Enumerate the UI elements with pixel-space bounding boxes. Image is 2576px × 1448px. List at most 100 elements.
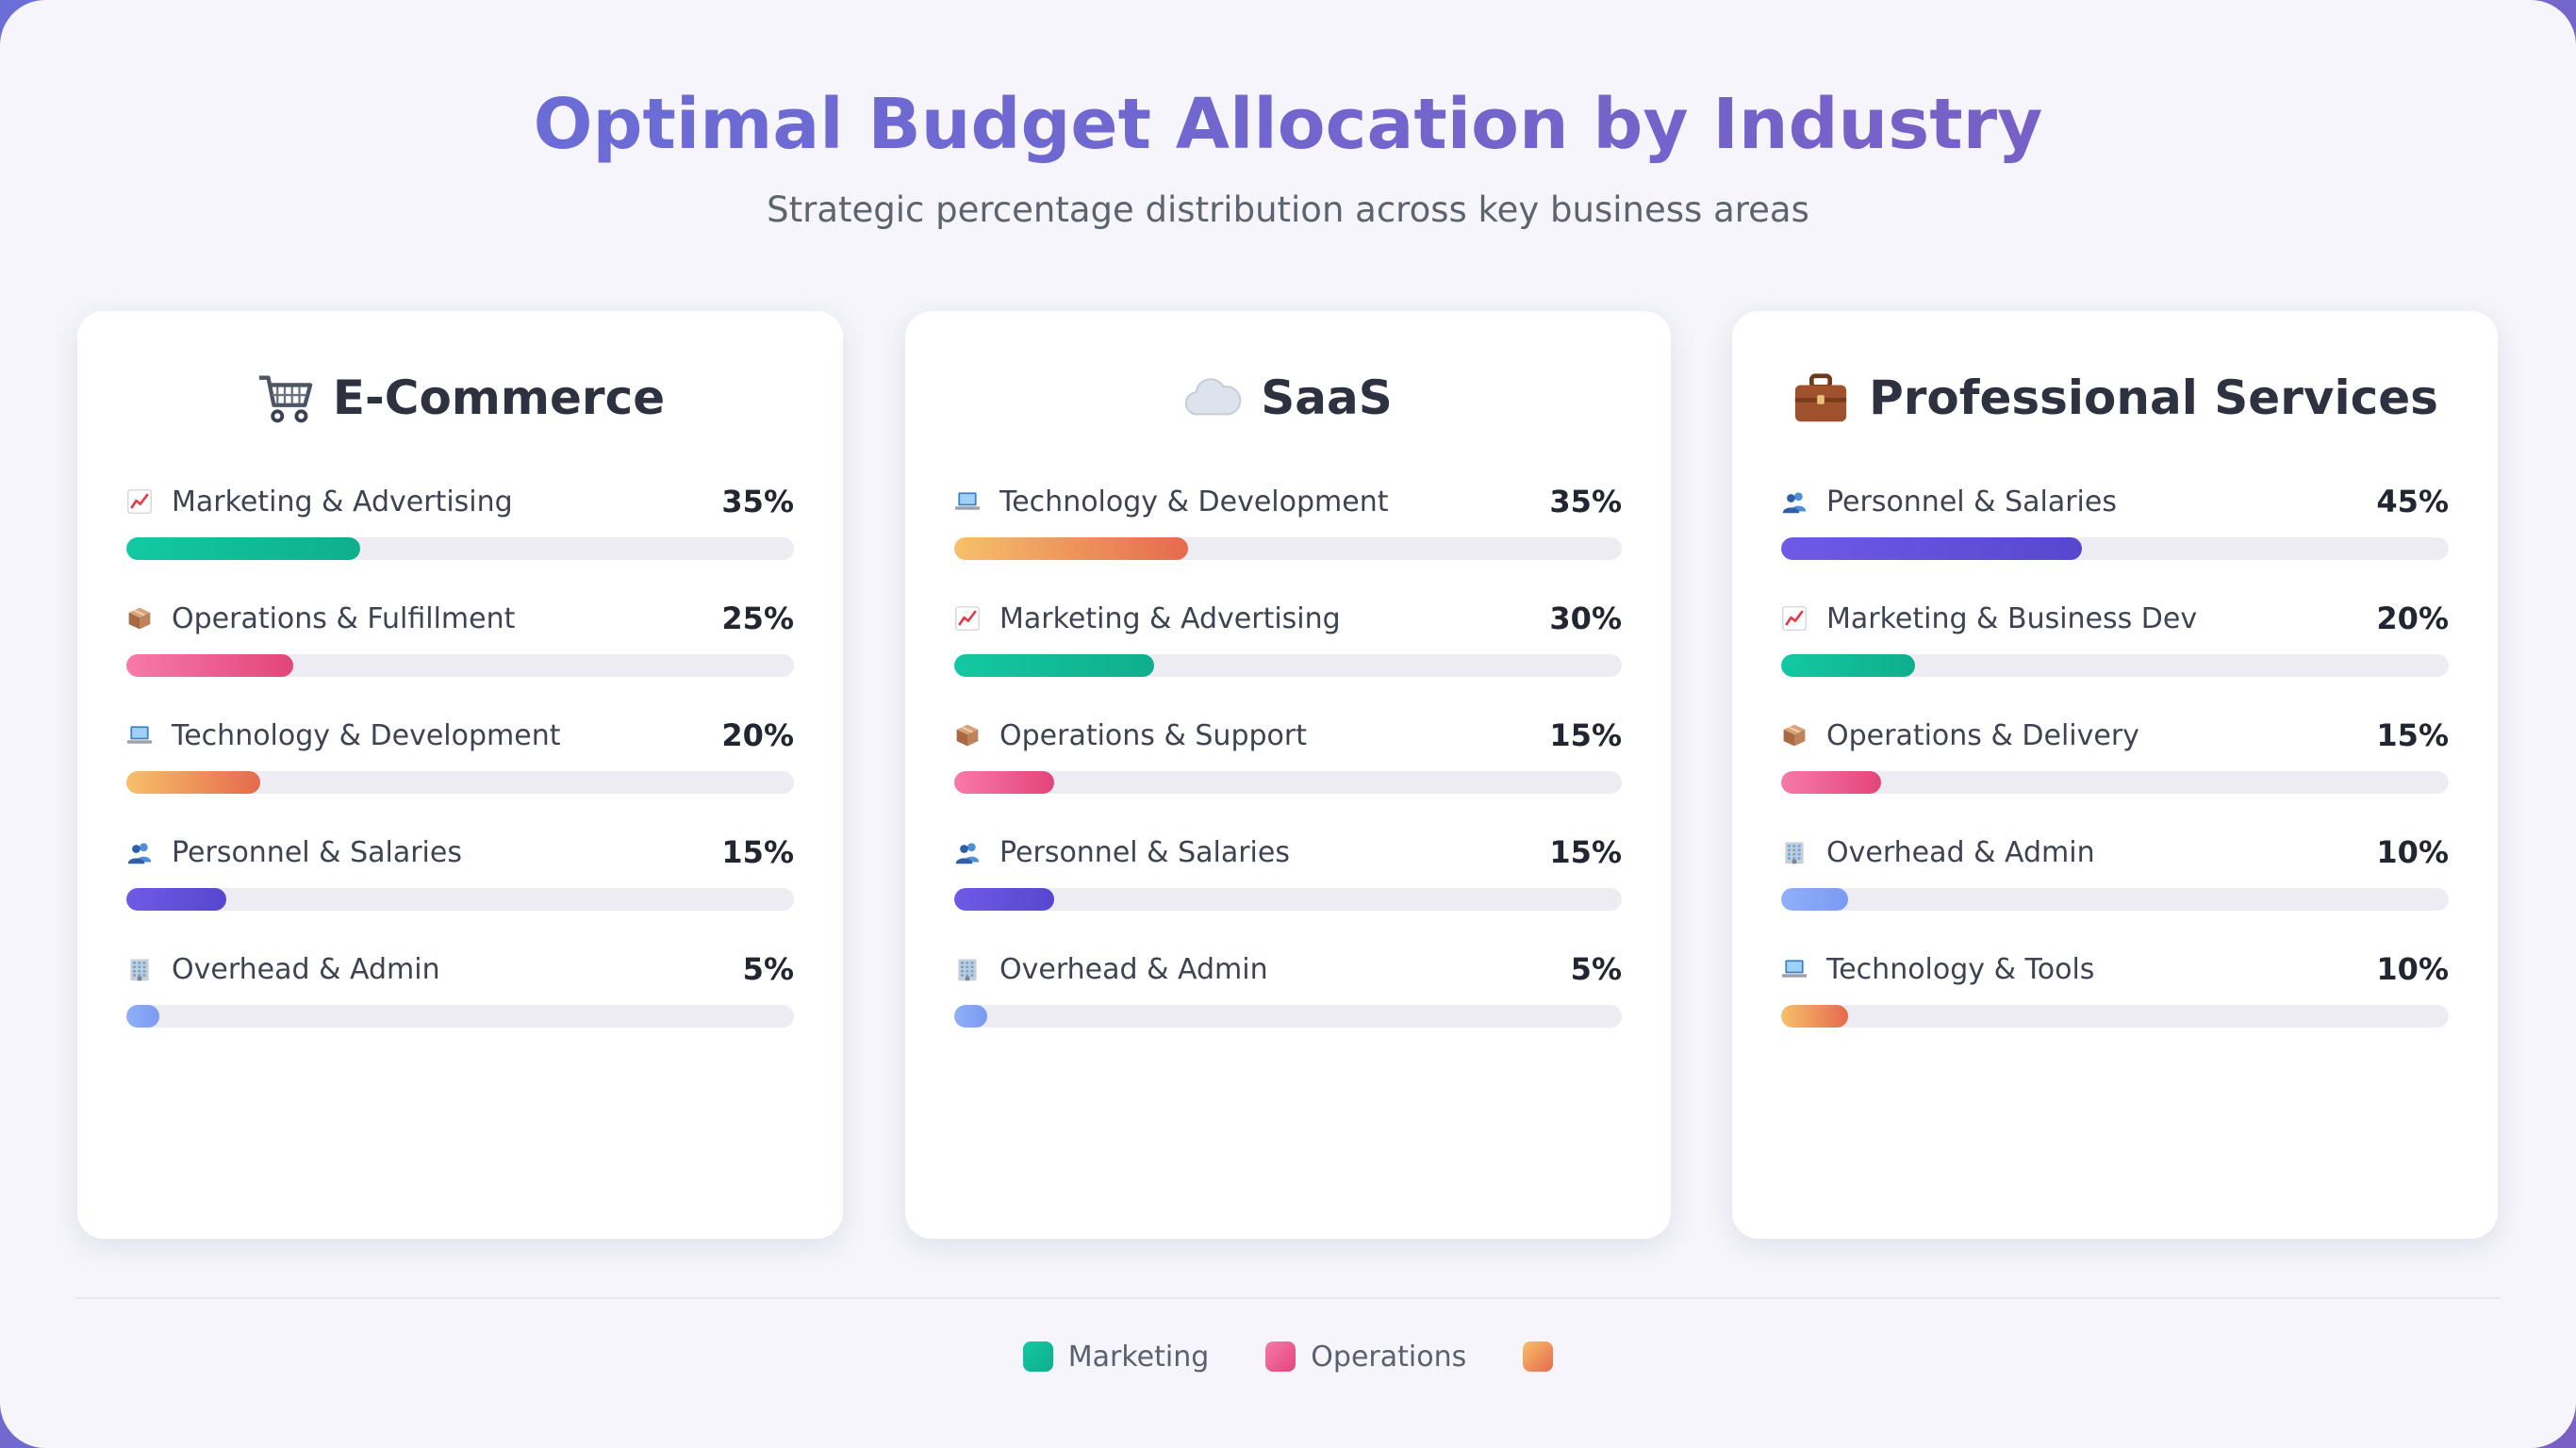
laptop-icon (1781, 956, 1808, 982)
allocation-row: Technology & Development 20% (126, 705, 794, 809)
bar-personnel (1781, 537, 2082, 560)
category-label: Personnel & Salaries (999, 835, 1290, 869)
bar-technology (1781, 1005, 1848, 1028)
allocation-row: Marketing & Advertising 35% (126, 471, 794, 575)
row-header: Marketing & Advertising 30% (954, 588, 1622, 649)
package-icon (126, 605, 153, 632)
bar-marketing (954, 654, 1155, 677)
allocation-row: Personnel & Salaries 15% (126, 822, 794, 926)
allocation-row: Personnel & Salaries 15% (954, 822, 1622, 926)
people-icon (954, 839, 981, 865)
allocation-row: Overhead & Admin 5% (126, 939, 794, 1043)
bar-track (126, 654, 794, 677)
industry-card-professional-services: Professional Services Personnel & Salarie… (1732, 311, 2498, 1239)
legend-swatch (1265, 1341, 1296, 1372)
bar-marketing (1781, 654, 1915, 677)
cloud-icon (1183, 369, 1242, 427)
category-label: Operations & Support (999, 718, 1307, 752)
category-label: Technology & Development (999, 485, 1389, 518)
bar-overhead (1781, 888, 1848, 911)
bar-track (954, 1005, 1622, 1028)
row-header: Technology & Development 20% (126, 705, 794, 765)
divider (75, 1297, 2501, 1299)
package-icon (954, 722, 981, 749)
percentage-label: 20% (721, 717, 794, 753)
row-header: Technology & Development 35% (954, 471, 1622, 532)
row-header: Marketing & Business Dev 20% (1781, 588, 2449, 649)
percentage-label: 35% (1549, 484, 1622, 519)
category-label: Personnel & Salaries (172, 835, 462, 869)
bar-track (126, 537, 794, 560)
office-building-icon (126, 956, 153, 982)
allocation-row: Operations & Fulfillment 25% (126, 588, 794, 692)
bar-personnel (126, 888, 227, 911)
legend-label: Marketing (1067, 1340, 1210, 1374)
row-header: Personnel & Salaries 15% (954, 822, 1622, 882)
allocation-row: Technology & Tools 10% (1781, 939, 2449, 1043)
row-header: Overhead & Admin 10% (1781, 822, 2449, 882)
percentage-label: 15% (1549, 834, 1622, 870)
category-label: Overhead & Admin (999, 952, 1268, 986)
card-header: Professional Services (1732, 360, 2498, 436)
chart-increasing-icon (1781, 605, 1808, 632)
allocation-row: Technology & Development 35% (954, 471, 1622, 575)
row-header: Personnel & Salaries 15% (126, 822, 794, 882)
allocation-row: Operations & Support 15% (954, 705, 1622, 809)
category-label: Overhead & Admin (172, 952, 440, 986)
percentage-label: 30% (1549, 601, 1622, 636)
page-subtitle: Strategic percentage distribution across… (767, 189, 1809, 230)
bar-track (1781, 888, 2449, 911)
category-label: Personnel & Salaries (1826, 485, 2117, 518)
bar-overhead (126, 1005, 160, 1028)
category-label: Technology & Tools (1826, 952, 2095, 986)
row-header: Operations & Fulfillment 25% (126, 588, 794, 649)
percentage-label: 10% (2376, 951, 2449, 987)
category-label: Operations & Delivery (1826, 718, 2139, 752)
bar-track (1781, 771, 2449, 794)
legend-item-operations: Operations (1265, 1341, 1466, 1374)
package-icon (1781, 722, 1808, 749)
bar-track (1781, 1005, 2449, 1028)
percentage-label: 25% (721, 601, 794, 636)
bar-track (126, 771, 794, 794)
legend-item-marketing: Marketing (1022, 1340, 1210, 1374)
category-label: Operations & Fulfillment (172, 601, 516, 635)
category-label: Overhead & Admin (1826, 835, 2095, 869)
bar-track (954, 654, 1622, 677)
card-title: SaaS (1261, 370, 1393, 425)
category-label: Marketing & Advertising (172, 485, 513, 518)
legend-item-technology (1523, 1341, 1554, 1372)
bar-track (954, 771, 1622, 794)
allocation-row: Marketing & Business Dev 20% (1781, 588, 2449, 692)
page-title: Optimal Budget Allocation by Industry (0, 77, 2576, 172)
category-label: Marketing & Business Dev (1826, 601, 2198, 635)
row-header: Marketing & Advertising 35% (126, 471, 794, 532)
bar-track (1781, 654, 2449, 677)
shopping-cart-icon (256, 369, 314, 427)
chart-increasing-icon (126, 488, 153, 515)
allocation-row: Overhead & Admin 5% (954, 939, 1622, 1043)
bar-operations (954, 771, 1055, 794)
industry-card-saas: SaaS Technology & Development 35% Marketing… (905, 311, 1671, 1239)
row-header: Personnel & Salaries 45% (1781, 471, 2449, 532)
legend-label: Operations (1311, 1340, 1467, 1374)
industry-card-e-commerce: E-Commerce Marketing & Advertising 35% Oper… (77, 311, 843, 1239)
laptop-icon (954, 488, 981, 515)
laptop-icon (126, 722, 153, 749)
people-icon (126, 839, 153, 865)
percentage-label: 45% (2376, 484, 2449, 519)
percentage-label: 15% (721, 834, 794, 870)
bar-technology (126, 771, 260, 794)
legend-swatch (1022, 1341, 1053, 1372)
bar-track (954, 888, 1622, 911)
percentage-label: 5% (742, 951, 794, 987)
bar-track (126, 1005, 794, 1028)
allocation-row: Marketing & Advertising 30% (954, 588, 1622, 692)
chart-increasing-icon (954, 605, 981, 632)
percentage-label: 15% (2376, 717, 2449, 753)
category-label: Marketing & Advertising (999, 601, 1341, 635)
bar-track (126, 888, 794, 911)
legend-swatch (1523, 1341, 1554, 1372)
briefcase-icon (1792, 369, 1850, 427)
